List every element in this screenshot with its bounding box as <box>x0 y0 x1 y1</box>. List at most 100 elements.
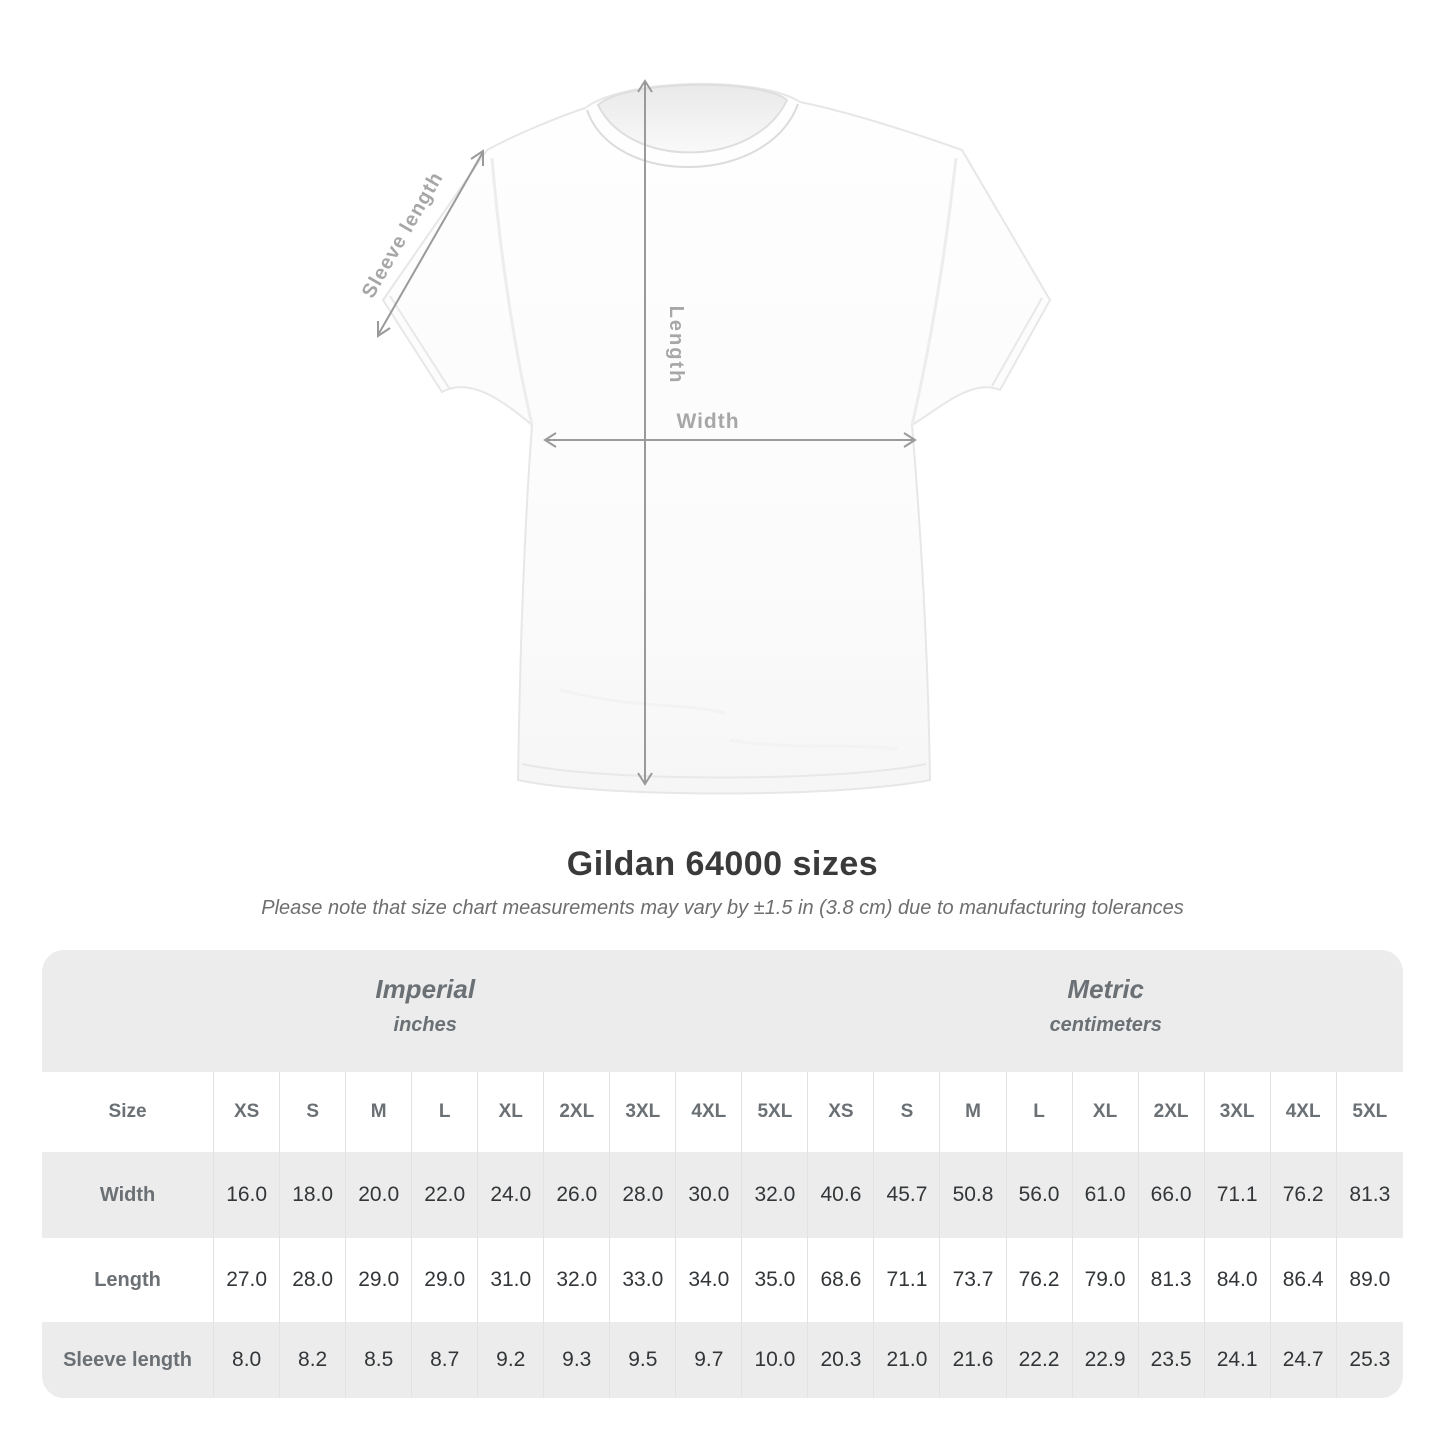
width-value-cell: 61.0 <box>1072 1152 1139 1238</box>
width-value-cell: 24.0 <box>478 1152 545 1238</box>
width-value-cell: 22.0 <box>412 1152 479 1238</box>
size-column-header: S <box>280 1072 347 1152</box>
width-value-cell: 30.0 <box>676 1152 743 1238</box>
size-column-header: 5XL <box>742 1072 809 1152</box>
table-row-width: Width 16.0 18.0 20.0 22.0 24.0 26.0 28.0 30.0 32… <box>42 1152 1403 1238</box>
right-armhole-seam <box>910 157 958 426</box>
size-column-header: 4XL <box>1270 1072 1337 1152</box>
row-label-length: Length <box>42 1238 215 1322</box>
table-row-sleeve-length: Sleeve length 8.0 8.2 8.5 8.7 9.2 9.3 9.5 9.7 10… <box>42 1322 1403 1398</box>
collar-seam <box>586 103 799 168</box>
wrinkle-line <box>559 688 726 715</box>
sleeve-length-value-cell: 8.5 <box>346 1322 413 1398</box>
tshirt-measurement-diagram: Sleeve length Length Width <box>358 79 1052 795</box>
arrowhead-right <box>903 432 917 448</box>
width-value-cell: 45.7 <box>874 1152 941 1238</box>
size-column-header: 5XL <box>1336 1072 1403 1152</box>
sleeve-length-value-cell: 8.2 <box>280 1322 347 1398</box>
length-value-cell: 35.0 <box>742 1238 809 1322</box>
arrowhead-left <box>543 432 557 448</box>
size-column-header: XS <box>214 1072 281 1152</box>
size-chart-table-container: Imperial inches Metric centimeters Size … <box>42 950 1403 1398</box>
page-title: Gildan 64000 sizes <box>566 845 879 883</box>
sleeve-length-value-cell: 9.5 <box>610 1322 677 1398</box>
metric-unit-label: centimeters <box>1049 1014 1162 1036</box>
wrinkle-line <box>729 738 899 751</box>
arrowhead-upper <box>470 149 484 166</box>
length-value-cell: 68.6 <box>808 1238 875 1322</box>
size-column-header: M <box>940 1072 1007 1152</box>
length-value-cell: 31.0 <box>478 1238 545 1322</box>
size-col-header: Size <box>42 1072 215 1152</box>
width-value-cell: 71.1 <box>1204 1152 1271 1238</box>
length-value-cell: 28.0 <box>280 1238 347 1322</box>
length-value-cell: 33.0 <box>610 1238 677 1322</box>
length-value-cell: 79.0 <box>1072 1238 1139 1322</box>
size-column-header: 3XL <box>1204 1072 1271 1152</box>
left-armhole-seam <box>490 157 534 426</box>
width-label: Width <box>676 410 739 433</box>
imperial-unit-label: inches <box>393 1014 457 1036</box>
length-value-cell: 29.0 <box>346 1238 413 1322</box>
length-arrow <box>637 79 653 786</box>
tshirt-body <box>381 82 1052 795</box>
length-value-cell: 32.0 <box>544 1238 611 1322</box>
tshirt-graphic <box>381 82 1052 795</box>
sleeve-length-value-cell: 22.2 <box>1006 1322 1073 1398</box>
sleeve-length-value-cell: 20.3 <box>808 1322 875 1398</box>
page-subtitle: Please note that size chart measurements… <box>261 897 1184 919</box>
size-column-header: L <box>412 1072 479 1152</box>
size-column-header: M <box>346 1072 413 1152</box>
sleeve-length-value-cell: 8.0 <box>214 1322 281 1398</box>
row-label-width: Width <box>42 1152 215 1238</box>
sleeve-length-value-cell: 8.7 <box>412 1322 479 1398</box>
length-value-cell: 81.3 <box>1138 1238 1205 1322</box>
sleeve-length-value-cell: 9.3 <box>544 1322 611 1398</box>
length-value-cell: 34.0 <box>676 1238 743 1322</box>
unit-header-row: Imperial inches Metric centimeters <box>42 950 1403 1072</box>
sleeve-length-value-cell: 22.9 <box>1072 1322 1139 1398</box>
width-value-cell: 50.8 <box>940 1152 1007 1238</box>
length-value-cell: 76.2 <box>1006 1238 1073 1322</box>
size-column-header: XS <box>808 1072 875 1152</box>
metric-label: Metric <box>1067 974 1144 1004</box>
row-label-sleeve-length: Sleeve length <box>42 1322 215 1398</box>
length-value-cell: 71.1 <box>874 1238 941 1322</box>
measurement-arrows <box>377 79 917 786</box>
width-value-cell: 20.0 <box>346 1152 413 1238</box>
width-value-cell: 81.3 <box>1336 1152 1403 1238</box>
size-column-header: 2XL <box>544 1072 611 1152</box>
size-header-row: Size XS S M L XL 2XL 3XL 4XL 5XL XS S M L XL 2XL 3XL 4XL… <box>42 1072 1403 1152</box>
size-chart-table: Imperial inches Metric centimeters Size … <box>42 950 1403 1398</box>
size-column-header: 4XL <box>676 1072 743 1152</box>
right-cuff-stitch <box>991 297 1043 387</box>
sleeve-length-value-cell: 24.7 <box>1270 1322 1337 1398</box>
width-value-cell: 66.0 <box>1138 1152 1205 1238</box>
width-arrow <box>543 432 917 448</box>
sleeve-length-arrow <box>377 149 484 338</box>
size-column-header: S <box>874 1072 941 1152</box>
width-value-cell: 76.2 <box>1270 1152 1337 1238</box>
size-column-header: 2XL <box>1138 1072 1205 1152</box>
sleeve-length-value-cell: 10.0 <box>742 1322 809 1398</box>
hem-stitch <box>521 763 927 779</box>
arrowhead-lower <box>377 321 391 338</box>
length-value-cell: 27.0 <box>214 1238 281 1322</box>
sleeve-length-value-cell: 9.7 <box>676 1322 743 1398</box>
width-value-cell: 56.0 <box>1006 1152 1073 1238</box>
table-row-length: Length 27.0 28.0 29.0 29.0 31.0 32.0 33.0 34.0 3… <box>42 1238 1403 1322</box>
length-value-cell: 84.0 <box>1204 1238 1271 1322</box>
sleeve-length-value-cell: 23.5 <box>1138 1322 1205 1398</box>
width-value-cell: 40.6 <box>808 1152 875 1238</box>
length-value-cell: 89.0 <box>1336 1238 1403 1322</box>
imperial-label: Imperial <box>375 974 476 1004</box>
size-column-header: XL <box>1072 1072 1139 1152</box>
width-value-cell: 32.0 <box>742 1152 809 1238</box>
size-column-header: L <box>1006 1072 1073 1152</box>
width-value-cell: 18.0 <box>280 1152 347 1238</box>
left-cuff-stitch <box>389 295 450 389</box>
width-value-cell: 16.0 <box>214 1152 281 1238</box>
width-value-cell: 28.0 <box>610 1152 677 1238</box>
length-value-cell: 29.0 <box>412 1238 479 1322</box>
imperial-group-header: Imperial inches <box>42 950 809 1072</box>
